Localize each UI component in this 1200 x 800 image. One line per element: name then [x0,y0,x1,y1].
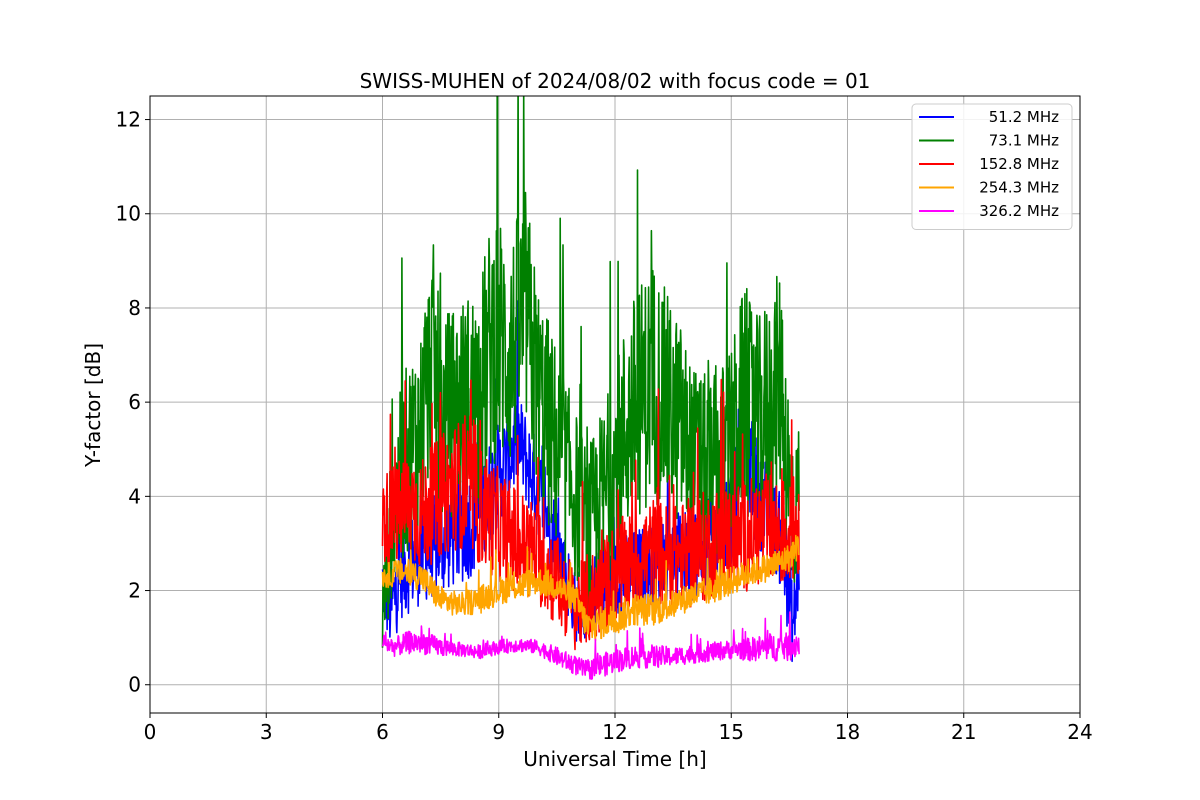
y-tick-label: 10 [116,202,141,226]
x-tick-label: 6 [376,720,389,744]
y-tick-label: 2 [128,579,141,603]
legend-label: 51.2 MHz [989,108,1059,126]
chart-title: SWISS-MUHEN of 2024/08/02 with focus cod… [360,69,871,93]
x-tick-label: 18 [835,720,860,744]
x-tick-label: 3 [260,720,273,744]
x-tick-label: 24 [1067,720,1092,744]
x-tick-label: 0 [144,720,157,744]
series-line-1 [381,96,800,648]
legend-box [911,103,1073,230]
legend-label: 152.8 MHz [979,155,1059,173]
x-tick-label: 9 [492,720,505,744]
plot-area [381,96,800,680]
y-tick-label: 12 [116,108,141,132]
x-tick-label: 12 [602,720,627,744]
y-tick-label: 8 [128,296,141,320]
x-tick-label: 21 [951,720,976,744]
legend-label: 73.1 MHz [989,132,1059,150]
series-layer [381,96,800,680]
y-axis: 0 2 4 6 8 10 12 [116,108,150,697]
y-tick-label: 0 [128,673,141,697]
y-tick-label: 6 [128,390,141,414]
x-axis: 0 3 6 9 12 15 18 21 24 [144,713,1093,744]
legend-label: 326.2 MHz [979,202,1059,220]
legend: 51.2 MHz 73.1 MHz 152.8 MHz 254.3 MHz 326.2 … [911,103,1073,230]
y-axis-label: Y-factor [dB] [81,343,105,468]
legend-label: 254.3 MHz [979,179,1059,197]
x-axis-label: Universal Time [h] [523,747,706,771]
series-line-4 [381,611,800,680]
y-tick-label: 4 [128,484,141,508]
series-line-2 [381,378,800,651]
x-tick-label: 15 [719,720,744,744]
series-line-3 [381,534,800,642]
